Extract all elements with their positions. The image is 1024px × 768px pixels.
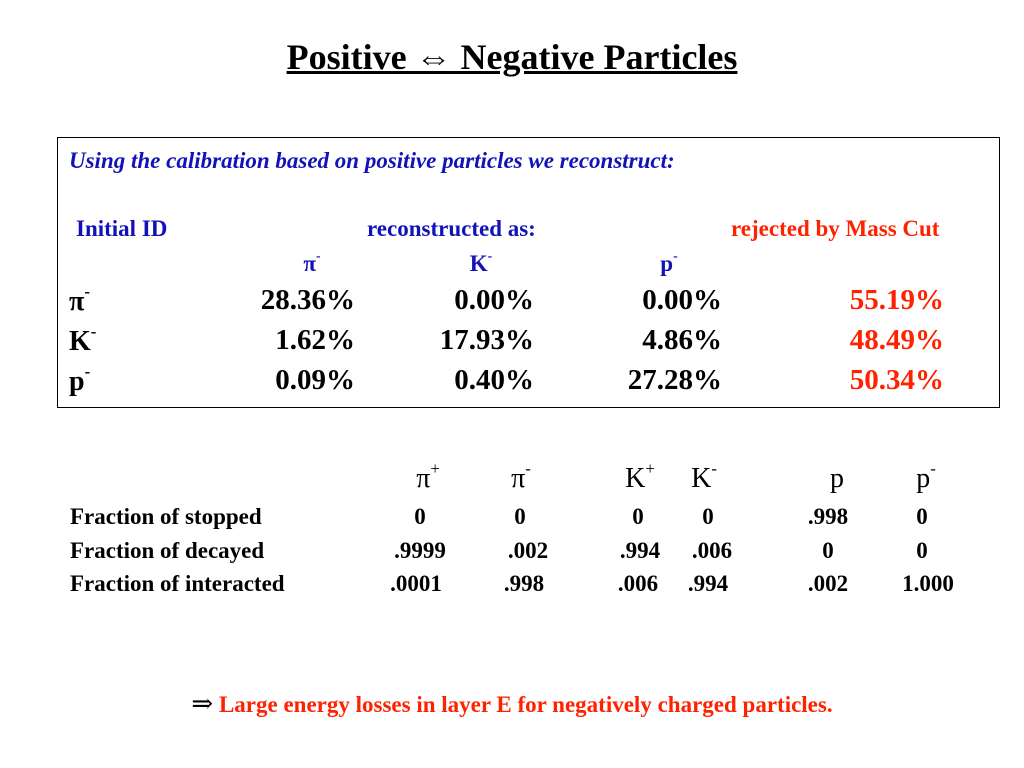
value-cell: 27.28% bbox=[627, 364, 722, 396]
rejected-value: 55.19% bbox=[849, 284, 944, 316]
fraction-row-label: Fraction of stopped bbox=[70, 504, 262, 529]
value-cell: 4.86% bbox=[642, 324, 722, 356]
conclusion-text: Large energy losses in layer E for negat… bbox=[218, 692, 833, 717]
fraction-cell: .998 bbox=[503, 571, 545, 596]
sub-header-pi-minus: π- bbox=[303, 248, 321, 276]
fraction-cell: .006 bbox=[617, 571, 659, 596]
value-cell: 0.40% bbox=[454, 364, 534, 396]
fraction-cell: 0 bbox=[702, 504, 714, 529]
fraction-cell: 1.000 bbox=[902, 571, 954, 596]
fraction-header-p: p bbox=[830, 463, 844, 494]
row-symbol-k-minus: K- bbox=[69, 322, 97, 357]
reconstruction-box bbox=[57, 137, 1000, 408]
header-reconstructed: reconstructed as: bbox=[367, 216, 536, 241]
fraction-header-p-minus: p- bbox=[916, 459, 936, 494]
rejected-value: 50.34% bbox=[849, 364, 944, 396]
fraction-cell: .002 bbox=[807, 571, 849, 596]
fraction-header-k-minus: K- bbox=[691, 459, 717, 494]
fraction-header-k-plus: K+ bbox=[625, 459, 655, 494]
fraction-cell: 0 bbox=[916, 504, 928, 529]
fraction-cell: 0 bbox=[514, 504, 526, 529]
value-cell: 0.09% bbox=[275, 364, 355, 396]
fraction-cell: .9999 bbox=[394, 538, 446, 563]
fraction-header-pi-plus: π+ bbox=[416, 459, 440, 494]
fraction-cell: .998 bbox=[807, 504, 849, 529]
fraction-cell: .994 bbox=[619, 538, 661, 563]
value-cell: 28.36% bbox=[260, 284, 355, 316]
sub-header-k-minus: K- bbox=[469, 248, 493, 276]
intro-text: Using the calibration based on positive … bbox=[69, 148, 675, 173]
fraction-cell: .0001 bbox=[390, 571, 442, 596]
page-title: Positive ⇔ Negative Particles bbox=[286, 37, 738, 77]
row-symbol-pi-minus: π- bbox=[69, 282, 90, 317]
fraction-cell: .994 bbox=[687, 571, 729, 596]
implies-arrow-icon: ⇒ bbox=[191, 689, 214, 718]
value-cell: 1.62% bbox=[275, 324, 355, 356]
conclusion: ⇒ Large energy losses in layer E for neg… bbox=[0, 689, 1024, 719]
fraction-cell: 0 bbox=[916, 538, 928, 563]
fraction-cell: .006 bbox=[691, 538, 733, 563]
fraction-cell: 0 bbox=[632, 504, 644, 529]
row-symbol-p-minus: p- bbox=[69, 362, 91, 397]
value-cell: 17.93% bbox=[439, 324, 534, 356]
fraction-row-label: Fraction of interacted bbox=[70, 571, 285, 596]
header-initial-id: Initial ID bbox=[76, 216, 168, 241]
fraction-cell: .002 bbox=[507, 538, 549, 563]
header-rejected: rejected by Mass Cut bbox=[731, 216, 940, 241]
fraction-header-pi-minus: π- bbox=[511, 459, 531, 494]
rejected-value: 48.49% bbox=[849, 324, 944, 356]
value-cell: 0.00% bbox=[642, 284, 722, 316]
sub-header-p-minus: p- bbox=[660, 248, 678, 276]
value-cell: 0.00% bbox=[454, 284, 534, 316]
fraction-cell: 0 bbox=[414, 504, 426, 529]
fraction-row-label: Fraction of decayed bbox=[70, 538, 265, 563]
fraction-cell: 0 bbox=[822, 538, 834, 563]
